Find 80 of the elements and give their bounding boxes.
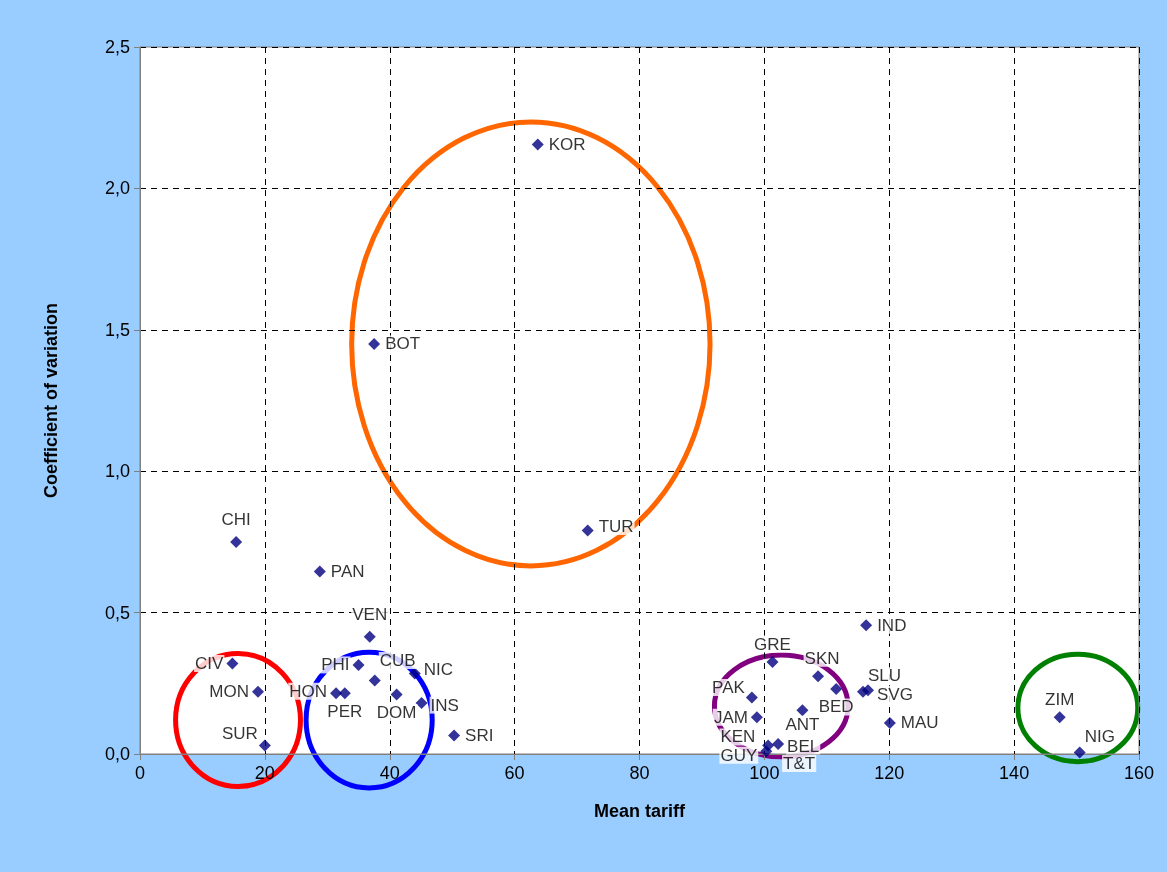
annotation: VEN: [352, 605, 388, 625]
annotation: MON: [209, 682, 250, 702]
annotation: PAN: [330, 562, 365, 582]
point: [812, 670, 825, 683]
annotation: JAM: [713, 707, 748, 727]
point: [363, 630, 376, 643]
annotation: SVG: [877, 684, 913, 704]
x-tick-label: 160: [1123, 763, 1155, 783]
point: [860, 619, 873, 632]
annotation: PER: [327, 701, 363, 721]
x-tick-label: 120: [874, 763, 905, 783]
y-axis-title: Coefficient of variation: [41, 302, 61, 499]
point: [415, 697, 428, 710]
x-axis-title: Mean tariff: [593, 801, 687, 821]
y-tick-label: 0,0: [104, 744, 130, 764]
annotation: PHI: [321, 655, 350, 675]
annotation: GUY: [720, 745, 758, 765]
annotation: CIV: [195, 654, 225, 673]
annotation: SUR: [221, 724, 258, 744]
point: [531, 138, 544, 151]
point: [390, 688, 403, 701]
annotation: SRI: [465, 726, 494, 746]
point: [408, 667, 421, 680]
annotation: IND: [877, 615, 907, 635]
point: [766, 656, 779, 669]
point: [772, 738, 785, 751]
annotation: TUR: [598, 517, 634, 537]
annotation: MAU: [900, 713, 939, 733]
annotation: PAK: [712, 677, 746, 697]
annotation: KEN: [720, 727, 756, 747]
point: [1053, 711, 1066, 724]
x-tick-label: 60: [504, 763, 525, 783]
annotation: ZIM: [1045, 689, 1075, 709]
point: [862, 684, 875, 697]
annotation: ANT: [785, 714, 820, 734]
annotation: T&T: [783, 754, 816, 774]
y-tick-label: 1,0: [104, 461, 130, 482]
annotation: BED: [818, 697, 854, 717]
point: [581, 524, 594, 537]
annotation: SLU: [868, 666, 902, 686]
point: [745, 691, 758, 704]
annotation: SKN: [804, 648, 840, 668]
annotation: CUB: [379, 650, 416, 670]
point: [368, 674, 381, 687]
point: [258, 739, 271, 752]
point: [226, 657, 239, 670]
point: [448, 729, 461, 742]
point: [252, 685, 265, 698]
annotation: GRE: [754, 634, 791, 654]
y-tick-label: 1,5: [104, 319, 130, 340]
x-tick-label: 80: [629, 763, 650, 783]
point: [352, 658, 365, 671]
annotation: HON: [289, 681, 328, 701]
annotation: BEL: [787, 736, 820, 756]
annotation: NIG: [1084, 727, 1115, 747]
point: [830, 682, 843, 695]
x-tick-label: 0: [134, 763, 146, 783]
point: [750, 711, 763, 724]
point: [313, 565, 326, 578]
annotation: DOM: [376, 703, 417, 723]
annotation: KOR: [548, 135, 586, 155]
y-tick-label: 2,5: [104, 37, 130, 57]
annotation: CHI: [221, 510, 251, 530]
point: [368, 337, 381, 350]
point: [762, 739, 775, 752]
x-tick-label: 20: [254, 763, 275, 783]
point: [883, 716, 896, 729]
annotation: BOT: [385, 334, 421, 354]
point: [230, 535, 243, 548]
x-tick-label: 40: [379, 763, 400, 783]
y-tick-label: 0,5: [104, 602, 130, 623]
point: [1073, 746, 1086, 759]
annotation: NIC: [423, 659, 454, 679]
x-tick-label: 140: [999, 763, 1030, 783]
point: [796, 704, 809, 717]
point: [338, 687, 351, 700]
point: [330, 687, 343, 700]
annotation: INS: [430, 695, 459, 715]
x-tick-label: 100: [749, 763, 780, 783]
y-tick-label: 2,0: [104, 178, 130, 199]
